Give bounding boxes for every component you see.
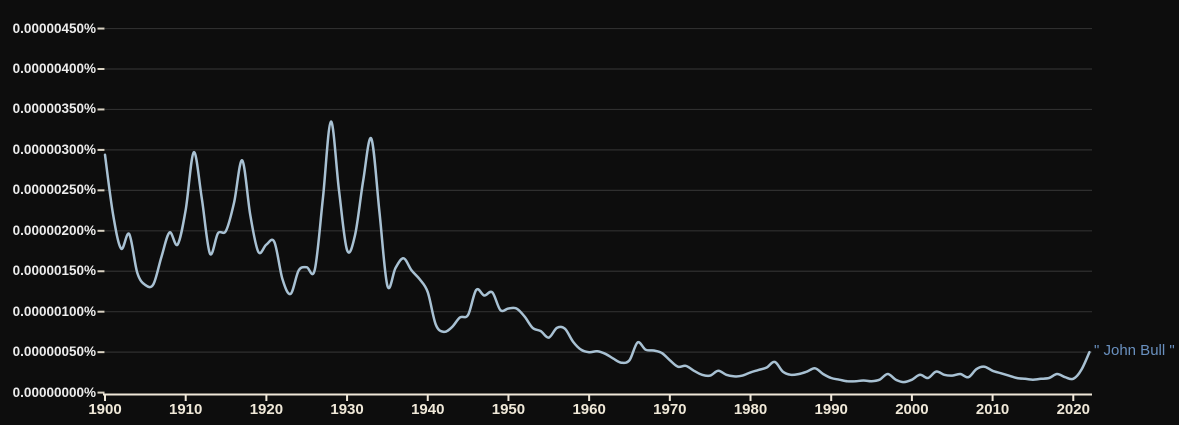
- x-axis-label: 1990: [814, 401, 848, 418]
- y-axis-label: 0.00000150%: [12, 263, 96, 279]
- x-axis-label: 1900: [88, 401, 122, 418]
- x-axis-label: 2000: [895, 401, 929, 418]
- x-axis-label: 2020: [1056, 401, 1090, 418]
- x-axis-label: 1930: [330, 401, 364, 418]
- x-axis-label: 2010: [975, 401, 1010, 418]
- x-axis-label: 1910: [169, 401, 203, 418]
- y-axis-label: 0.00000050%: [12, 344, 96, 360]
- series-legend-label[interactable]: " John Bull ": [1094, 342, 1175, 359]
- x-axis-label: 1940: [411, 401, 445, 418]
- y-axis-label: 0.00000450%: [12, 20, 96, 36]
- y-axis-label: 0.00000300%: [12, 141, 96, 157]
- x-axis-label: 1960: [572, 401, 606, 418]
- y-axis-label: 0.00000100%: [12, 303, 96, 319]
- y-axis-label: 0.00000350%: [12, 101, 96, 117]
- x-axis-label: 1920: [249, 401, 284, 418]
- y-axis-label: 0.00000000%: [12, 384, 96, 400]
- y-axis-label: 0.00000250%: [12, 182, 96, 198]
- x-axis-label: 1980: [733, 401, 768, 418]
- series-line-john-bull[interactable]: [103, 120, 1091, 384]
- x-axis-label: 1950: [491, 401, 526, 418]
- x-axis-label: 1970: [653, 401, 687, 418]
- y-axis-label: 0.00000200%: [12, 222, 96, 238]
- y-axis-label: 0.00000400%: [12, 61, 96, 76]
